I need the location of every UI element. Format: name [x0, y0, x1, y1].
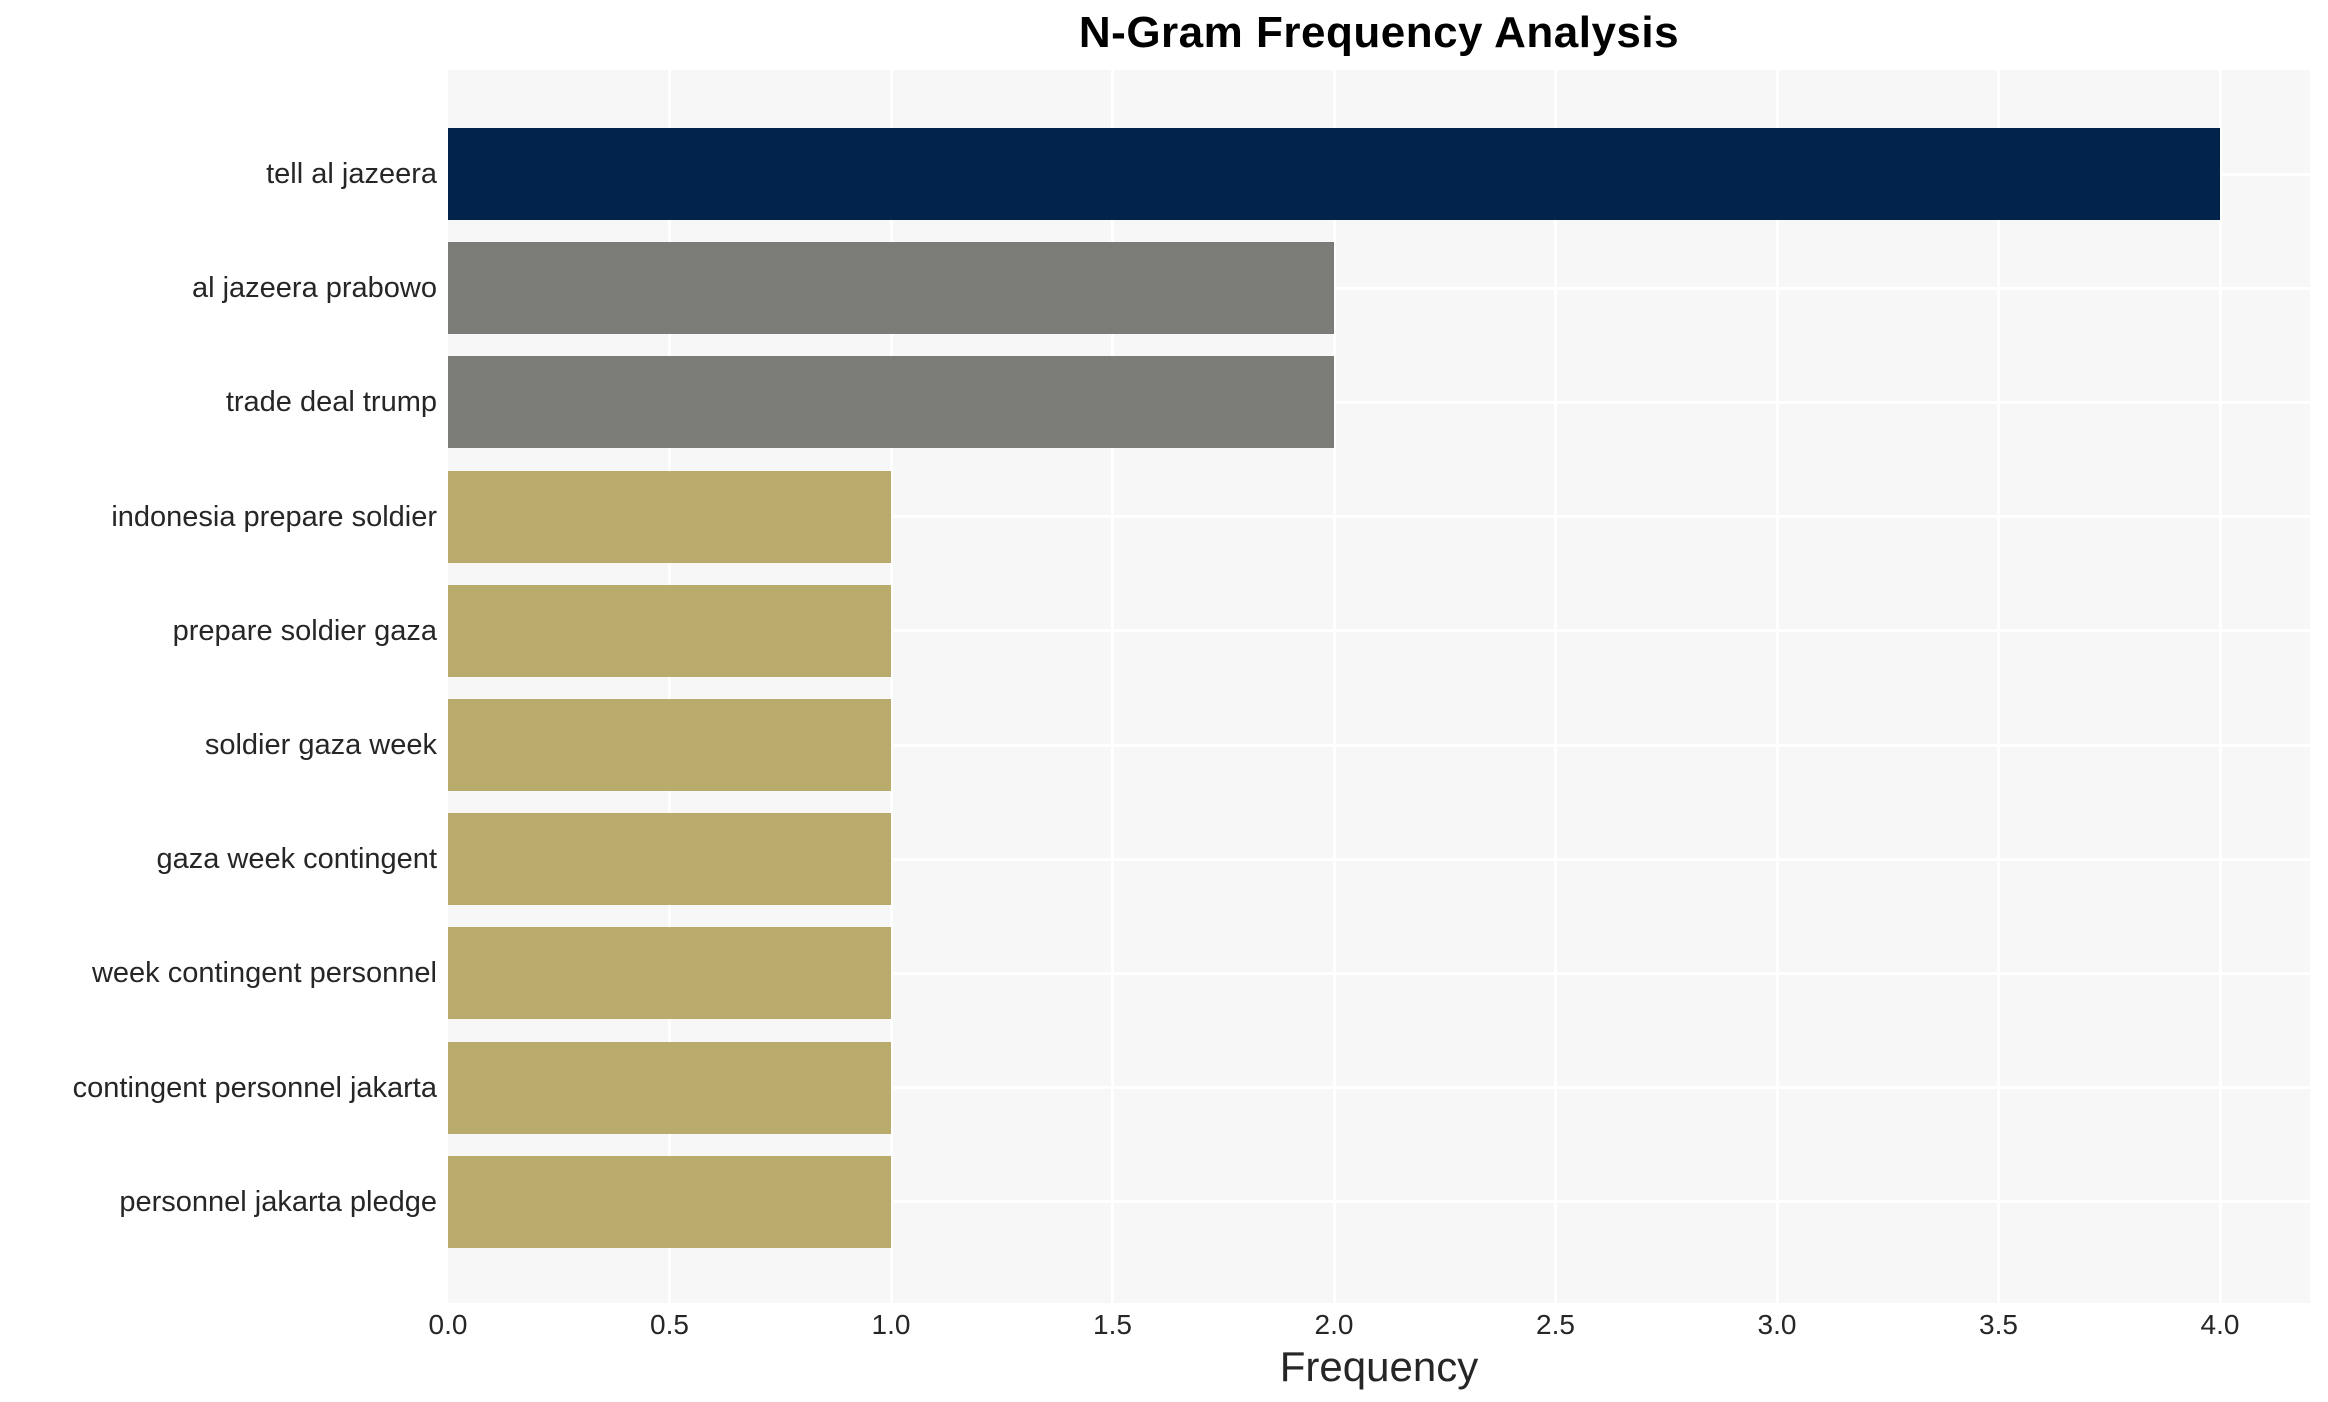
x-tick-label: 2.0 [1314, 1309, 1354, 1340]
bar [448, 584, 891, 677]
vertical-gridline [1554, 70, 1557, 1303]
bar [448, 356, 1334, 449]
horizontal-gridline [448, 857, 2310, 861]
vertical-gridline [889, 70, 893, 1303]
horizontal-gridline [448, 1086, 2310, 1090]
category-label: tell al jazeera [266, 158, 437, 190]
bar [448, 927, 891, 1020]
horizontal-gridline [448, 515, 2310, 519]
x-tick-label: 1.0 [871, 1309, 911, 1340]
category-label: trade deal trump [225, 386, 437, 419]
bar [448, 128, 2220, 220]
x-tick-label: 2.5 [1536, 1309, 1575, 1340]
horizontal-gridline [448, 286, 2310, 290]
vertical-gridline [1997, 70, 2000, 1303]
bar [448, 1041, 891, 1134]
x-tick-label: 1.5 [1093, 1309, 1132, 1340]
bar [448, 699, 891, 791]
horizontal-gridline [448, 400, 2310, 404]
vertical-gridline [1775, 70, 1779, 1303]
vertical-gridline [1332, 70, 1336, 1303]
category-label: week contingent personnel [91, 957, 437, 990]
horizontal-gridline [448, 1200, 2310, 1204]
horizontal-gridline [448, 629, 2310, 633]
chart-title: N-Gram Frequency Analysis [1078, 8, 1680, 57]
plot-area [448, 70, 2310, 1303]
bar [448, 1155, 891, 1248]
horizontal-gridline [448, 743, 2310, 747]
x-tick-label: 3.5 [1979, 1309, 2018, 1340]
bar [448, 470, 891, 563]
category-label: indonesia prepare soldier [111, 500, 437, 533]
x-tick-label: 4.0 [2200, 1309, 2240, 1340]
bar [448, 813, 891, 906]
category-label: al jazeera prabowo [191, 272, 437, 305]
x-tick-label: 0.0 [428, 1309, 468, 1340]
vertical-gridline [668, 70, 671, 1303]
category-label: personnel jakarta pledge [119, 1185, 437, 1218]
vertical-gridline [1111, 70, 1114, 1303]
category-label: gaza week contingent [156, 843, 437, 876]
x-axis-title: Frequency [1279, 1343, 1479, 1390]
vertical-gridline [2218, 70, 2222, 1303]
x-tick-label: 0.5 [650, 1309, 689, 1340]
category-label: soldier gaza week [204, 729, 437, 761]
category-label: prepare soldier gaza [172, 614, 437, 647]
category-label: contingent personnel jakarta [72, 1071, 437, 1104]
horizontal-gridline [448, 971, 2310, 975]
x-tick-label: 3.0 [1757, 1309, 1797, 1340]
bar [448, 242, 1334, 335]
